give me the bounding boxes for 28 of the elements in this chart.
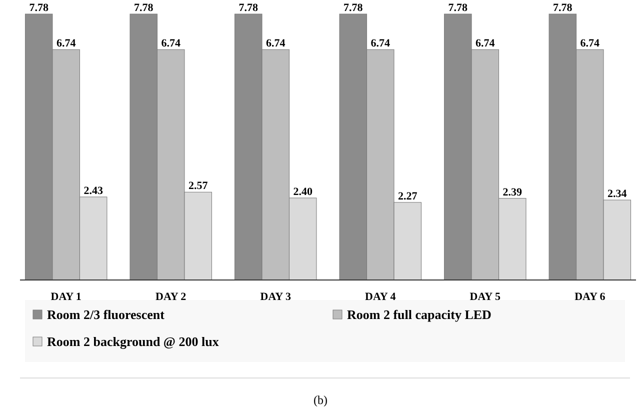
- data-label: 7.78: [344, 2, 364, 14]
- data-label: 7.78: [553, 2, 573, 14]
- data-label: 7.78: [448, 2, 468, 14]
- x-tick-label: DAY 4: [365, 291, 396, 303]
- data-label: 2.57: [188, 180, 208, 192]
- data-label: 6.74: [266, 38, 286, 50]
- data-label: 7.78: [29, 2, 49, 14]
- x-tick-label: DAY 3: [260, 291, 292, 303]
- data-label: 2.40: [293, 186, 313, 198]
- data-label: 2.27: [398, 190, 418, 202]
- text: (b): [314, 393, 328, 407]
- x-tick-label: DAY 6: [574, 291, 606, 303]
- data-label: 6.74: [476, 38, 496, 50]
- data-label: 6.74: [370, 38, 391, 50]
- data-label: 6.74: [161, 38, 181, 50]
- data-label: 6.74: [580, 38, 600, 50]
- legend-label: Room 2 full capacity LED: [347, 307, 492, 322]
- legend-label: Room 2/3 fluorescent: [47, 307, 166, 322]
- data-label: 2.43: [84, 184, 104, 197]
- x-tick-label: DAY 5: [470, 291, 501, 303]
- data-label: 2.39: [502, 186, 523, 198]
- data-label: 7.78: [238, 2, 259, 14]
- data-label: 2.34: [608, 188, 628, 200]
- data-label: 6.74: [56, 38, 76, 50]
- x-tick-label: DAY 1: [50, 291, 82, 303]
- x-tick-label: DAY 2: [156, 291, 187, 303]
- legend-label: Room 2 background @ 200 lux: [47, 334, 220, 349]
- data-label: 7.78: [134, 2, 154, 14]
